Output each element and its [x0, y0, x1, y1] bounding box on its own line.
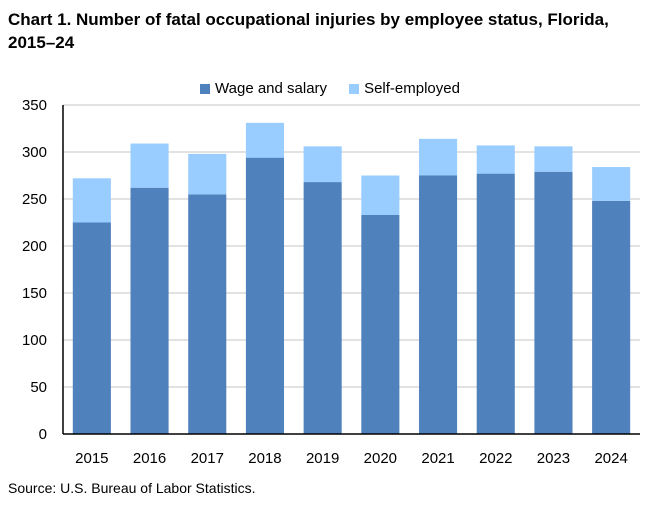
x-tick-label: 2024 — [594, 450, 627, 467]
y-tick-label: 300 — [22, 144, 47, 161]
bar-wage-and-salary-2018 — [245, 157, 284, 434]
bar-wage-and-salary-2016 — [130, 187, 169, 434]
y-tick-label: 50 — [30, 379, 47, 396]
y-tick-label: 250 — [22, 191, 47, 208]
bar-wage-and-salary-2023 — [534, 171, 573, 435]
x-tick-label: 2015 — [75, 450, 108, 467]
bar-self-employed-2022 — [476, 145, 515, 174]
y-tick-label: 0 — [39, 426, 47, 443]
y-tick-label: 100 — [22, 332, 47, 349]
chart-title: Chart 1. Number of fatal occupational in… — [8, 10, 609, 52]
bar-wage-and-salary-2020 — [361, 214, 400, 434]
x-tick-label: 2017 — [191, 450, 224, 467]
legend-swatch-wage-and-salary — [200, 83, 211, 94]
x-tick-label: 2022 — [479, 450, 512, 467]
bar-self-employed-2016 — [130, 143, 169, 188]
source-note: Source: U.S. Bureau of Labor Statistics. — [8, 480, 256, 496]
bar-self-employed-2017 — [188, 153, 227, 195]
legend-item-self-employed: Self-employed — [349, 80, 460, 97]
bar-self-employed-2015 — [72, 178, 111, 223]
y-tick-label: 350 — [22, 97, 47, 114]
bar-self-employed-2020 — [361, 175, 400, 215]
x-tick-label: 2016 — [133, 450, 166, 467]
bar-wage-and-salary-2019 — [303, 182, 342, 434]
x-tick-label: 2019 — [306, 450, 339, 467]
bar-self-employed-2018 — [245, 122, 284, 158]
y-tick-label: 150 — [22, 285, 47, 302]
x-tick-label: 2020 — [364, 450, 397, 467]
bar-wage-and-salary-2022 — [476, 173, 515, 434]
legend-swatch-self-employed — [349, 83, 360, 94]
legend: Wage and salary Self-employed — [0, 80, 660, 97]
bar-wage-and-salary-2021 — [419, 175, 458, 434]
bar-self-employed-2019 — [303, 146, 342, 183]
bar-self-employed-2023 — [534, 146, 573, 172]
x-tick-label: 2023 — [537, 450, 570, 467]
bar-wage-and-salary-2015 — [72, 222, 111, 434]
bar-self-employed-2024 — [592, 167, 631, 201]
legend-label: Wage and salary — [215, 80, 328, 97]
x-tick-label: 2021 — [421, 450, 454, 467]
bar-wage-and-salary-2017 — [188, 194, 227, 434]
y-tick-label: 200 — [22, 238, 47, 255]
legend-item-wage-and-salary: Wage and salary — [200, 80, 327, 97]
bar-wage-and-salary-2024 — [592, 200, 631, 434]
x-tick-label: 2018 — [248, 450, 281, 467]
legend-label: Self-employed — [364, 80, 460, 97]
bar-self-employed-2021 — [419, 138, 458, 176]
